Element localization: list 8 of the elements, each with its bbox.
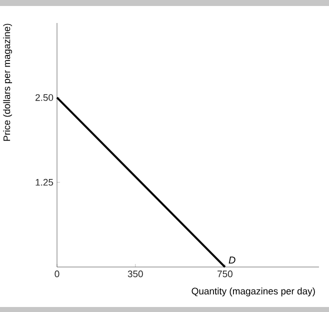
x-tick-label: 0 (54, 270, 60, 278)
x-axis-title: Quantity (magazines per day) (192, 288, 315, 296)
y-tick-label: 1.25 (36, 178, 54, 186)
annotation: D (228, 256, 236, 264)
x-tick-label: 350 (128, 270, 143, 278)
y-axis-title: Price (dollars per magazine) (3, 24, 12, 141)
x-tick-label: 750 (218, 270, 232, 278)
y-tick-label: 2.50 (36, 94, 54, 101)
